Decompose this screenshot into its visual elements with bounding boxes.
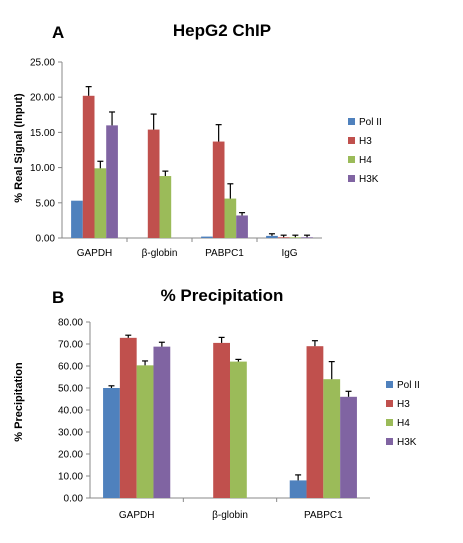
legend-label: Pol II [397,380,420,391]
y-tick-label: 25.00 [30,58,55,69]
bar-h3 [147,129,160,238]
y-tick-label: 15.00 [30,128,55,139]
y-tick-label: 10.00 [58,472,83,483]
bar-h3 [306,346,324,498]
bar-pol2 [289,480,307,498]
bar-h4 [230,361,247,498]
bar-h3 [119,337,137,498]
bar-pol2 [201,236,213,238]
bar-pol2 [266,235,278,238]
legend-swatch-h3k [348,175,355,182]
bar-h3k [340,396,357,498]
y-tick-label: 70.00 [58,340,83,351]
bar-h4 [289,237,302,238]
y-tick-label: 0.00 [36,234,56,245]
y-tick-label: 30.00 [58,428,83,439]
chart-panel-a: 0.00 5.00 10.00 15.00 20.00 25.00 GAPDH β-globi… [30,58,382,260]
x-tick-label: PABPC1 [304,510,343,521]
bar-h3 [277,237,290,238]
y-tick-label: 20.00 [30,93,55,104]
bar-pol2 [103,388,120,498]
bar-h3k [301,237,313,238]
x-tick-label: β-globin [212,510,248,521]
x-tick-label: GAPDH [119,510,155,521]
y-axis-label-b: % Precipitation [13,362,25,442]
legend-swatch-h4 [348,156,355,163]
bar-pol2 [71,200,83,238]
bar-h4 [224,198,237,238]
legend-swatch-h3 [386,400,393,407]
bar-h4 [136,365,154,498]
bar-h4 [94,168,107,238]
x-tick-label: β-globin [142,248,178,259]
y-tick-label: 60.00 [58,362,83,373]
x-tick-label: IgG [281,248,297,259]
legend-label: Pol II [359,117,382,128]
bar-h3 [213,342,230,498]
legend-swatch-h3k [386,438,393,445]
y-tick-label: 20.00 [58,450,83,461]
legend-label: H4 [397,418,410,429]
bar-h3k [153,346,171,498]
y-tick-label: 5.00 [36,198,56,209]
x-tick-label: GAPDH [77,248,113,259]
y-tick-label: 0.00 [64,494,84,505]
x-tick-label: PABPC1 [205,248,244,259]
legend-label: H3K [397,437,417,448]
chart-title-b: % Precipitation [161,286,284,305]
y-tick-label: 80.00 [58,318,83,329]
legend-swatch-pol2 [348,118,355,125]
legend-swatch-pol2 [386,381,393,388]
y-axis-label-a: % Real Signal (Input) [13,93,25,203]
legend-label: H3 [397,399,410,410]
legend-swatch-h3 [348,137,355,144]
legend-label: H3 [359,136,372,147]
bar-h4 [159,176,172,238]
bar-h3k [236,215,248,238]
chart-panel-b: 0.00 10.00 20.00 30.00 40.00 50.00 60.00 70.00 8… [58,318,420,522]
y-tick-label: 50.00 [58,384,83,395]
chart-title-a: HepG2 ChIP [173,21,271,40]
legend-label: H4 [359,155,372,166]
bar-h3 [212,141,225,238]
y-tick-label: 10.00 [30,163,55,174]
panel-label-b: B [52,288,64,307]
y-tick-label: 40.00 [58,406,83,417]
legend-swatch-h4 [386,419,393,426]
bar-h4 [323,379,341,498]
legend-label: H3K [359,174,379,185]
panel-label-a: A [52,23,64,42]
bar-h3 [82,95,95,239]
bar-h3k [106,125,118,238]
